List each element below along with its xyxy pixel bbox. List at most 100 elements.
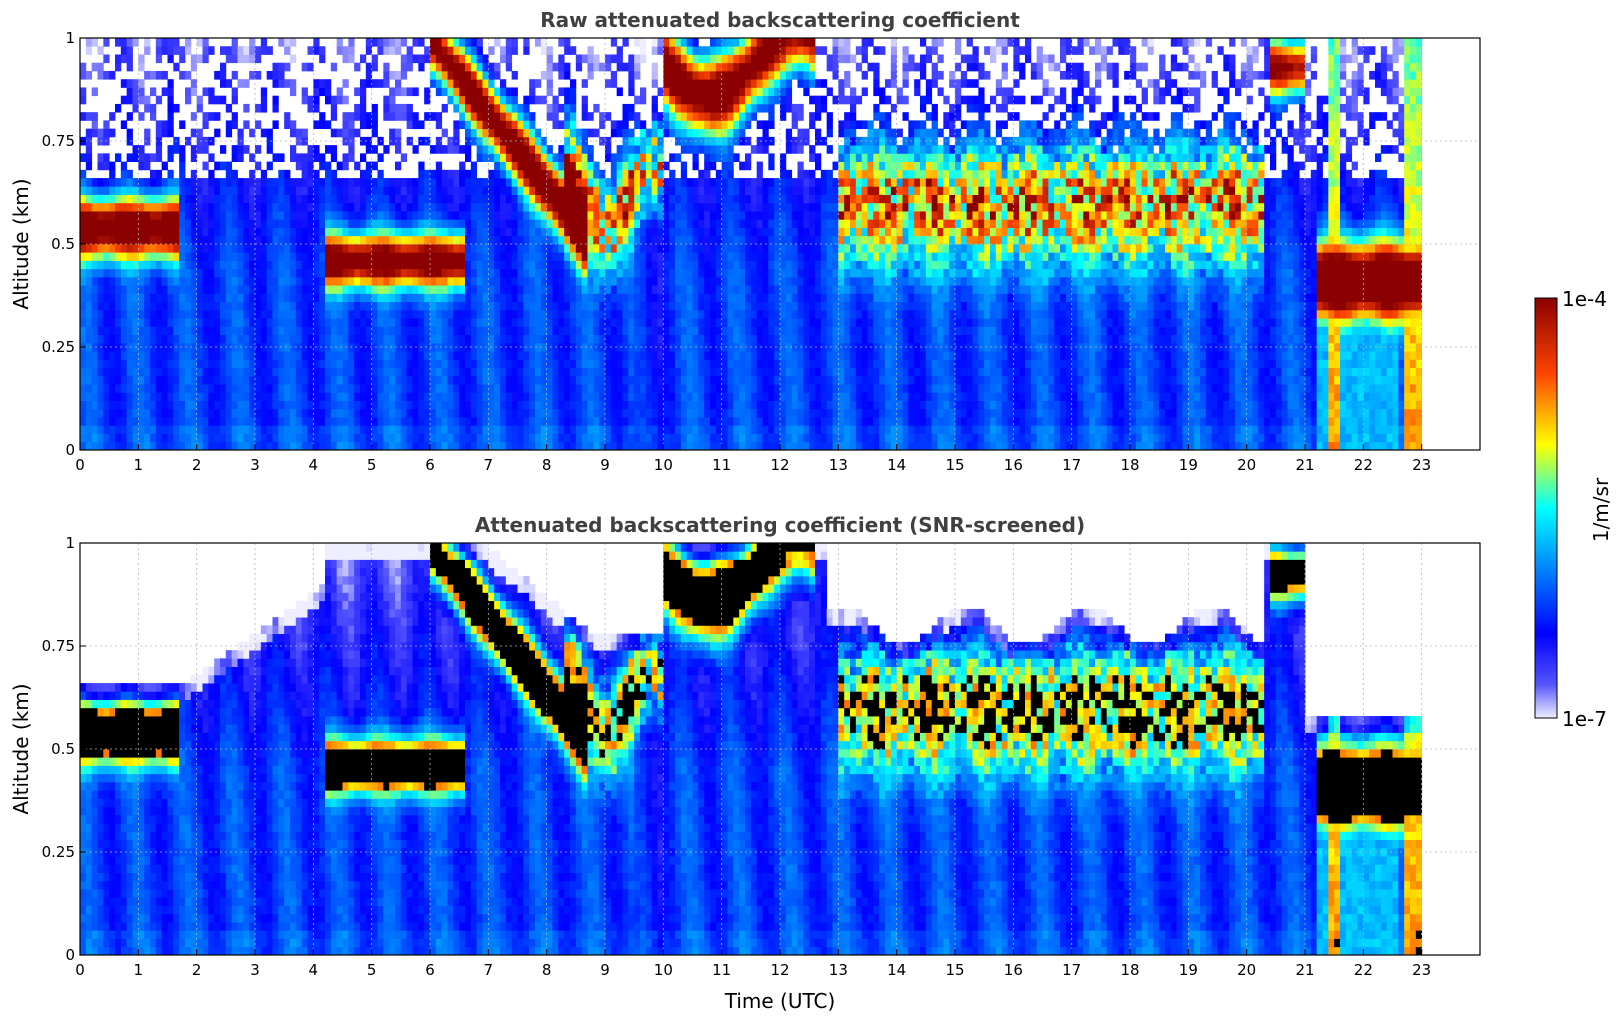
- heatmap-cell: [272, 70, 279, 80]
- heatmap-cell: [103, 244, 110, 253]
- heatmap-cell: [535, 425, 542, 434]
- heatmap-cell: [85, 400, 93, 410]
- heatmap-cell: [453, 351, 460, 360]
- heatmap-cell: [150, 400, 157, 410]
- heatmap-cell: [138, 79, 145, 88]
- heatmap-cell: [400, 276, 408, 286]
- heatmap-cell: [325, 392, 332, 401]
- heatmap-cell: [418, 433, 425, 443]
- heatmap-cell: [540, 153, 548, 162]
- heatmap-cell: [587, 400, 594, 410]
- heatmap-cell: [622, 227, 629, 237]
- heatmap-cell: [657, 153, 664, 162]
- heatmap-cell: [173, 326, 180, 336]
- heatmap-cell: [161, 392, 168, 401]
- heatmap-cell: [389, 202, 396, 212]
- heatmap-cell: [132, 334, 139, 344]
- heatmap-cell: [704, 194, 711, 204]
- heatmap-cell: [482, 153, 489, 162]
- heatmap-cell: [301, 169, 308, 179]
- heatmap-cell: [581, 285, 588, 294]
- heatmap-cell: [272, 392, 279, 401]
- heatmap-cell: [412, 120, 419, 130]
- heatmap-cell: [220, 95, 227, 105]
- heatmap-cell: [500, 161, 507, 171]
- heatmap-cell: [686, 309, 693, 319]
- heatmap-cell: [330, 202, 338, 212]
- heatmap-cell: [645, 276, 653, 286]
- heatmap-cell: [610, 417, 618, 426]
- heatmap-cell: [470, 136, 478, 146]
- heatmap-cell: [301, 268, 308, 278]
- heatmap-cell: [109, 441, 116, 451]
- heatmap-cell: [202, 433, 209, 443]
- heatmap-cell: [453, 46, 460, 55]
- heatmap-cell: [739, 54, 746, 64]
- heatmap-cell: [581, 153, 588, 162]
- heatmap-cell: [301, 351, 308, 360]
- heatmap-cell: [721, 79, 728, 88]
- heatmap-cell: [710, 87, 717, 97]
- heatmap-cell: [214, 235, 221, 245]
- heatmap-cell: [441, 128, 448, 138]
- heatmap-cell: [249, 433, 256, 443]
- heatmap-cell: [255, 70, 262, 80]
- heatmap-cell: [231, 219, 238, 228]
- heatmap-cell: [190, 318, 198, 327]
- heatmap-cell: [301, 95, 308, 105]
- heatmap-cell: [651, 268, 658, 278]
- heatmap-cell: [284, 120, 291, 130]
- heatmap-cell: [640, 178, 647, 187]
- heatmap-cell: [348, 334, 355, 344]
- heatmap-cell: [710, 227, 717, 237]
- heatmap-cell: [488, 128, 495, 138]
- heatmap-cell: [313, 211, 320, 220]
- heatmap-cell: [739, 186, 746, 195]
- heatmap-cell: [167, 433, 174, 443]
- heatmap-cell: [354, 219, 361, 228]
- heatmap-cell: [692, 103, 699, 113]
- heatmap-cell: [126, 211, 133, 220]
- heatmap-cell: [237, 186, 244, 195]
- heatmap-cell: [634, 120, 641, 130]
- heatmap-cell: [470, 219, 478, 228]
- heatmap-cell: [179, 227, 186, 237]
- heatmap-cell: [214, 211, 221, 220]
- heatmap-cell: [552, 120, 559, 130]
- heatmap-cell: [733, 227, 740, 237]
- heatmap-cell: [301, 244, 308, 253]
- heatmap-cell: [459, 219, 466, 228]
- heatmap-cell: [284, 359, 291, 368]
- heatmap-cell: [447, 309, 454, 319]
- heatmap-cell: [284, 318, 291, 327]
- heatmap-cell: [103, 285, 110, 294]
- heatmap-cell: [371, 186, 378, 195]
- heatmap-cell: [616, 161, 623, 171]
- heatmap-cell: [564, 309, 571, 319]
- heatmap-cell: [645, 433, 653, 443]
- heatmap-cell: [692, 326, 699, 336]
- heatmap-cell: [126, 227, 133, 237]
- heatmap-cell: [342, 359, 349, 368]
- heatmap-cell: [511, 70, 518, 80]
- heatmap-cell: [494, 301, 501, 311]
- heatmap-cell: [500, 169, 507, 179]
- heatmap-cell: [500, 276, 507, 286]
- heatmap-cell: [727, 128, 734, 138]
- heatmap-cell: [243, 276, 250, 286]
- heatmap-cell: [115, 38, 122, 47]
- heatmap-cell: [558, 169, 565, 179]
- heatmap-cell: [185, 318, 192, 327]
- heatmap-cell: [85, 178, 93, 187]
- heatmap-cell: [599, 392, 606, 401]
- heatmap-cell: [371, 211, 378, 220]
- heatmap-cell: [383, 252, 390, 261]
- heatmap-cell: [430, 252, 437, 261]
- heatmap-cell: [371, 62, 378, 72]
- heatmap-cell: [272, 433, 279, 443]
- heatmap-cell: [710, 441, 717, 451]
- heatmap-cell: [476, 285, 483, 294]
- heatmap-cell: [511, 441, 518, 451]
- heatmap-cell: [540, 268, 548, 278]
- heatmap-cell: [599, 285, 606, 294]
